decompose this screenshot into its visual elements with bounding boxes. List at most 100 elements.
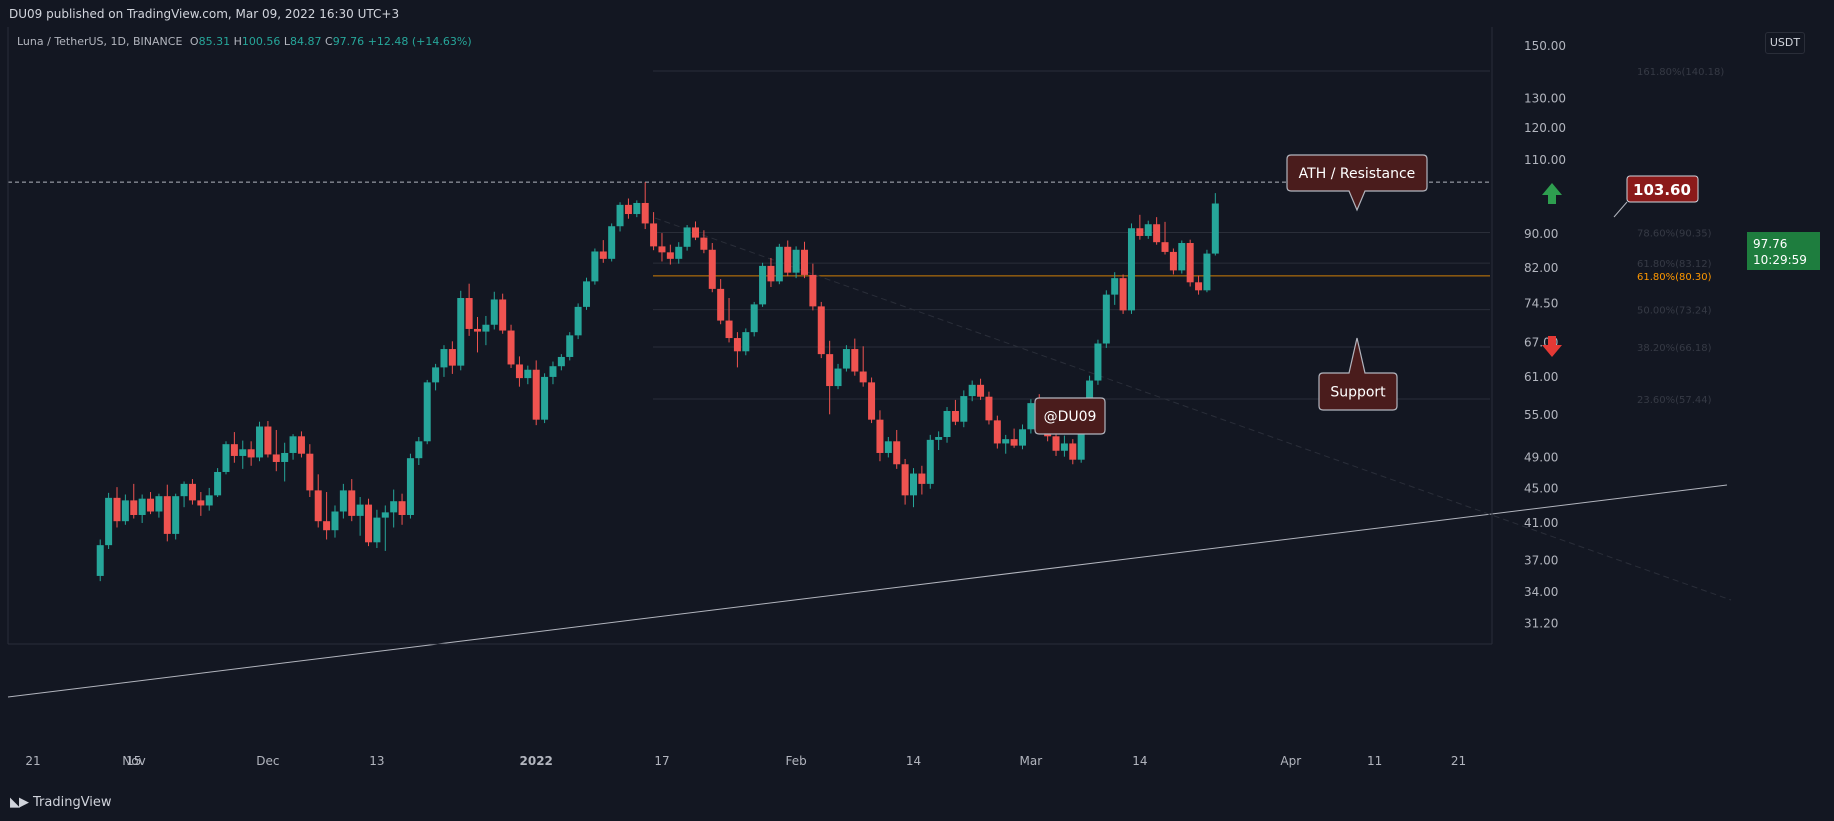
brand-name: TradingView [33,795,112,810]
candle [1127,223,1135,314]
candle [960,390,968,428]
time-tick-label: Apr [1280,754,1301,768]
price-tick-label: 150.00 [1524,39,1566,53]
candle-body [1169,251,1177,271]
candle-body [448,349,456,366]
candle-body [138,498,146,515]
time-tick-label: Dec [256,754,279,768]
candlestick-chart[interactable]: 161.80%(140.18) 78.60%(90.35) 61.80%(83.12… [0,0,1834,786]
current-price-tag: 97.76 10:29:59 [1747,232,1820,270]
candle [993,415,1001,449]
author-label-text: @DU09 [1044,409,1097,425]
candle-body [1211,203,1219,254]
candle [180,481,188,508]
candle-body [784,246,792,273]
candle [633,200,641,218]
candle [616,202,624,232]
candle-body [1069,443,1077,460]
candle-body [884,441,892,453]
candle [742,328,750,356]
candle-body [121,500,129,522]
candle [130,483,138,519]
candle [222,441,230,475]
candle-body [1153,224,1161,243]
candle [1161,221,1169,255]
price-tick-label: 37.00 [1524,554,1558,568]
low-value: 84.87 [290,35,322,48]
price-tick-label: 61.00 [1524,370,1558,384]
candle [214,468,222,498]
candle [733,332,741,368]
candle-body [499,299,507,331]
candle [247,441,255,466]
candle [264,421,272,458]
candle-body [566,335,574,357]
candle-body [650,223,658,247]
candle-body [155,496,163,512]
candle [1010,428,1018,448]
candle-body [1161,242,1169,252]
candle [666,244,674,265]
candle [926,434,934,489]
candle-body [474,328,482,332]
fib-level-label: 78.60%(90.35) [1637,228,1712,239]
candle-body [113,497,121,522]
candle [717,279,725,325]
candle [499,293,507,334]
candle [1102,290,1110,348]
candle [482,315,490,346]
current-price-text: 97.76 [1753,237,1787,251]
fib-level-label: 23.60%(57.44) [1637,395,1712,406]
ath-price-tag-box [1626,175,1699,203]
candle [440,345,448,377]
candle [457,290,465,371]
candle-body [792,249,800,273]
candle-body [222,444,230,472]
price-tick-label: 110.00 [1524,153,1566,167]
candle [566,332,574,361]
candle [549,361,557,385]
candle-body [951,410,959,422]
candle [909,468,917,508]
candle [591,248,599,285]
candle [767,257,775,287]
candle-body [147,498,155,512]
candle-body [633,202,641,215]
price-tick-label: 74.50 [1524,296,1558,310]
candle-body [943,410,951,438]
candle [1178,240,1186,274]
candle [918,465,926,495]
candle-body [968,384,976,397]
candle [608,223,616,262]
publish-bar: DU09 published on TradingView.com, Mar 0… [0,0,1834,27]
candle-body [440,349,448,368]
candle-body [398,501,406,515]
candle [775,243,783,285]
candle [1094,339,1102,385]
candle [297,431,305,458]
candle [851,338,859,376]
currency-unit-button[interactable]: USDT [1765,32,1805,54]
candle [541,373,549,424]
candle [465,283,473,336]
tradingview-brand[interactable]: ◣▶ TradingView [10,795,112,810]
candle [968,380,976,402]
candle-body [977,384,985,397]
ath-price-tag-text: 103.60 [1633,181,1691,199]
price-tick-label: 130.00 [1524,92,1566,106]
candle [423,379,431,445]
candle-body [482,324,490,332]
candle [817,301,825,359]
price-tick-label: 41.00 [1524,516,1558,530]
ath-price-tag-pointer [1613,201,1628,218]
candle [205,487,213,511]
candle-body [96,545,104,576]
candle [792,246,800,279]
candle-body [599,251,607,259]
candle-body [809,274,817,307]
candle-body [800,249,808,275]
candle-body [583,281,591,307]
candle [868,377,876,424]
time-tick-label: 15 [126,754,141,768]
candle-body [876,419,884,453]
